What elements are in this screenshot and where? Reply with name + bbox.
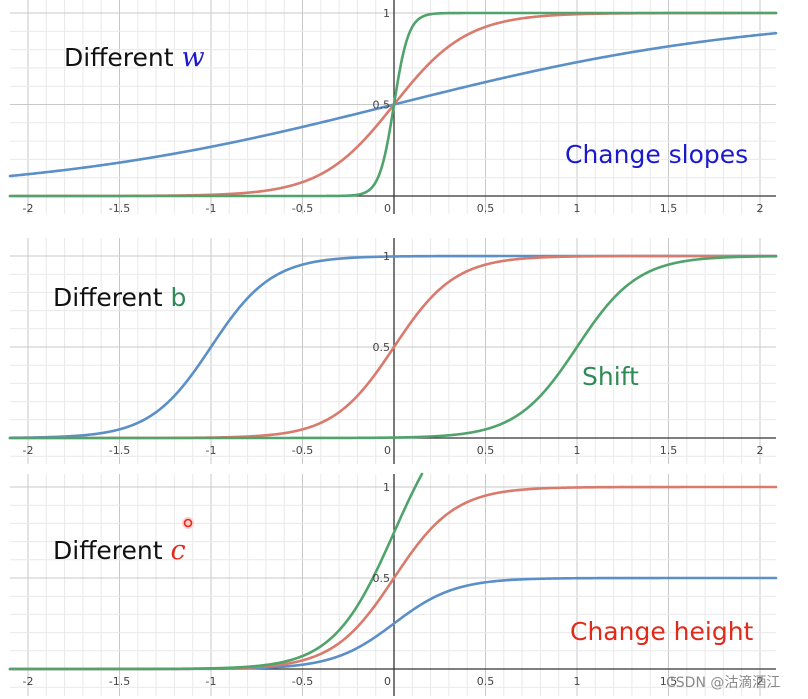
annotation-text: Change height xyxy=(570,617,754,646)
panel-different-w: -2 -1.5 -1 -0.5 0 0.5 1 1.5 2 0.51 Different w C… xyxy=(8,0,778,215)
y-tick-label: 1 xyxy=(383,481,390,494)
x-tick-label: -1 xyxy=(206,202,217,215)
x-tick-label: -1 xyxy=(206,444,217,457)
x-tick-label: 0 xyxy=(384,444,391,457)
series-line-green xyxy=(8,254,778,440)
series-line-green xyxy=(8,11,778,198)
series-group xyxy=(8,254,778,440)
x-tick-label: -0.5 xyxy=(292,675,313,688)
x-tick-label: -2 xyxy=(23,202,34,215)
panel-label-symbol: b xyxy=(171,283,187,312)
y-tick-labels: 0.51 xyxy=(373,7,391,112)
panel-label: Different b xyxy=(53,283,186,312)
y-tick-labels: 0.51 xyxy=(373,250,391,354)
cursor-ring-icon xyxy=(183,518,193,528)
x-tick-labels: -2 -1.5 -1 -0.5 0 0.5 1 1.5 2 xyxy=(23,202,764,215)
x-tick-label: 1 xyxy=(574,675,581,688)
panel-label: Different w xyxy=(64,42,205,73)
x-tick-label: 1 xyxy=(574,202,581,215)
annotation-text: Shift xyxy=(582,362,639,391)
y-tick-label: 0.5 xyxy=(373,99,391,112)
x-tick-label: 0 xyxy=(384,202,391,215)
panel-label: Different c xyxy=(53,535,186,566)
y-tick-labels: 0.51 xyxy=(373,481,391,585)
x-tick-label: 0.5 xyxy=(477,202,495,215)
x-tick-label: -1.5 xyxy=(109,444,130,457)
annotation-text: Change slopes xyxy=(565,140,748,169)
panel-label-symbol: w xyxy=(182,42,205,73)
x-tick-label: 0 xyxy=(384,675,391,688)
y-tick-label: 1 xyxy=(383,7,390,20)
x-tick-label: 2 xyxy=(757,444,764,457)
series-group xyxy=(8,472,778,671)
panel-different-b: -2 -1.5 -1 -0.5 0 0.5 1 1.5 2 0.51 Different b S… xyxy=(8,238,778,464)
y-tick-label: 1 xyxy=(383,250,390,263)
x-tick-labels: -2 -1.5 -1 -0.5 0 0.5 1 1.5 2 xyxy=(23,444,764,457)
x-tick-label: -0.5 xyxy=(292,444,313,457)
plot-area xyxy=(10,238,776,464)
x-tick-label: -1 xyxy=(206,675,217,688)
panel-different-c: -2 -1.5 -1 -0.5 0 0.5 1 1.5 2 0.51 Different c C… xyxy=(8,472,778,696)
series-group xyxy=(8,11,778,198)
x-tick-label: -0.5 xyxy=(292,202,313,215)
x-tick-label: 1.5 xyxy=(660,675,678,688)
x-tick-label: 1 xyxy=(574,444,581,457)
x-tick-label: 2 xyxy=(757,202,764,215)
panel-label-prefix: Different xyxy=(53,283,171,312)
x-tick-label: 1.5 xyxy=(660,202,678,215)
y-tick-label: 0.5 xyxy=(373,572,391,585)
x-tick-label: 2 xyxy=(757,675,764,688)
x-tick-label: 0.5 xyxy=(477,444,495,457)
plot-area xyxy=(10,474,776,696)
panel-label-symbol: c xyxy=(171,535,186,566)
panel-label-prefix: Different xyxy=(53,536,171,565)
x-tick-label: -2 xyxy=(23,444,34,457)
y-tick-label: 0.5 xyxy=(373,341,391,354)
watermark-text: CSDN @沽滴酒江 xyxy=(666,674,780,691)
x-tick-labels: -2 -1.5 -1 -0.5 0 0.5 1 1.5 2 xyxy=(23,675,764,688)
panel-label-prefix: Different xyxy=(64,43,182,72)
x-tick-label: -2 xyxy=(23,675,34,688)
x-tick-label: -1.5 xyxy=(109,202,130,215)
x-tick-label: -1.5 xyxy=(109,675,130,688)
x-tick-label: 0.5 xyxy=(477,675,495,688)
series-line-green xyxy=(8,472,424,671)
x-tick-label: 1.5 xyxy=(660,444,678,457)
